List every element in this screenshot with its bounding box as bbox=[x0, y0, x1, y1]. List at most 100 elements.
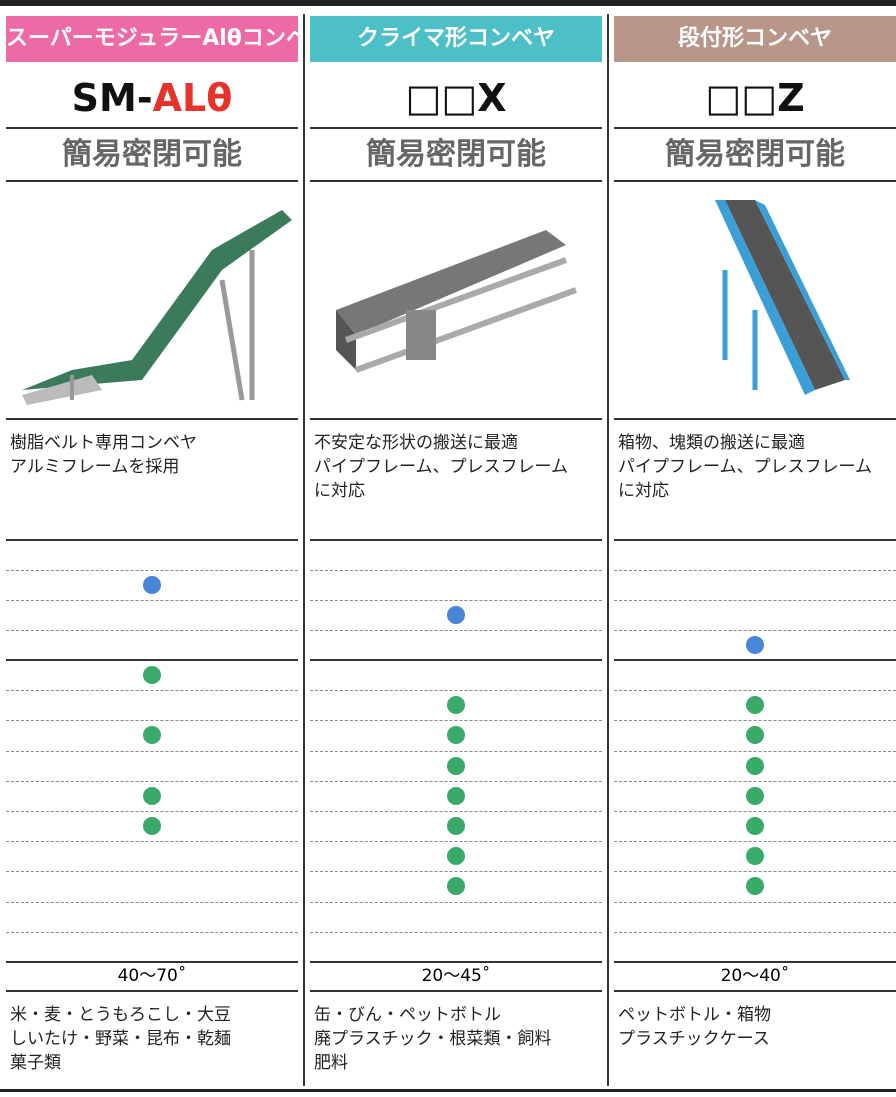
rule bbox=[310, 990, 602, 992]
dotted-rule bbox=[614, 780, 896, 782]
use-line: 菓子類 bbox=[10, 1053, 61, 1073]
dotted-rule bbox=[6, 780, 298, 782]
rule bbox=[310, 127, 602, 129]
model-part: □□X bbox=[405, 76, 507, 120]
divider bbox=[303, 14, 305, 1086]
rule bbox=[310, 961, 602, 963]
product-image bbox=[310, 186, 602, 414]
dotted-rule bbox=[6, 811, 298, 812]
rating-dot bbox=[746, 847, 764, 866]
dotted-rule bbox=[614, 750, 896, 752]
dotted-rule bbox=[310, 630, 602, 631]
rule bbox=[6, 990, 298, 992]
dotted-rule bbox=[614, 690, 896, 692]
rule bbox=[614, 990, 896, 992]
description-line: パイプフレーム、プレスフレーム bbox=[618, 457, 872, 477]
dotted-rule bbox=[310, 600, 602, 601]
use-line: 肥料 bbox=[314, 1053, 348, 1073]
top-bar bbox=[0, 0, 896, 6]
dotted-rule bbox=[6, 841, 298, 843]
dotted-rule bbox=[6, 690, 298, 692]
rule bbox=[6, 539, 298, 541]
rating-dot bbox=[746, 786, 764, 805]
rating-dot bbox=[447, 696, 465, 715]
dotted-rule bbox=[614, 931, 896, 933]
dotted-rule bbox=[6, 570, 298, 571]
description-line: 箱物、塊類の搬送に最適 bbox=[618, 433, 805, 453]
rule bbox=[6, 180, 298, 182]
rating-dot bbox=[143, 817, 161, 835]
angle: 20〜45˚ bbox=[421, 966, 491, 986]
dotted-rule bbox=[310, 750, 602, 752]
model-part: □□Z bbox=[705, 76, 805, 120]
rule bbox=[614, 418, 896, 420]
rule bbox=[614, 659, 896, 661]
rule bbox=[6, 961, 298, 963]
rating-dot bbox=[746, 756, 764, 775]
rating-dot bbox=[746, 696, 764, 715]
use-line: しいたけ・野菜・昆布・乾麺 bbox=[10, 1029, 231, 1049]
description-line: 不安定な形状の搬送に最適 bbox=[314, 433, 518, 453]
rating-dot bbox=[447, 786, 465, 805]
dotted-rule bbox=[614, 871, 896, 873]
feature: 簡易密閉可能 bbox=[665, 137, 845, 172]
model-part: SM- bbox=[71, 76, 153, 120]
dotted-rule bbox=[614, 600, 896, 601]
model-name: □□Z bbox=[614, 72, 896, 124]
rule bbox=[310, 539, 602, 541]
rating-dot bbox=[447, 726, 465, 745]
model-name: SM-ALθ bbox=[6, 72, 298, 124]
description-line: に対応 bbox=[618, 481, 669, 501]
dotted-rule bbox=[310, 871, 602, 873]
rating-dot bbox=[447, 847, 465, 866]
rating-dot bbox=[143, 726, 161, 745]
dotted-rule bbox=[6, 600, 298, 601]
rating-dot bbox=[447, 877, 465, 896]
use-line: プラスチックケース bbox=[618, 1029, 770, 1049]
rating-dot bbox=[746, 726, 764, 745]
description-line: パイプフレーム、プレスフレーム bbox=[314, 457, 568, 477]
bottom-bar bbox=[0, 1089, 896, 1092]
dotted-rule bbox=[614, 811, 896, 812]
dotted-rule bbox=[614, 901, 896, 903]
rule bbox=[614, 539, 896, 541]
rating-dot bbox=[143, 576, 161, 594]
rating-dot bbox=[746, 817, 764, 835]
angle: 40〜70˚ bbox=[117, 966, 187, 986]
rating-dot bbox=[143, 666, 161, 684]
category-header: 段付形コンベヤ bbox=[614, 16, 896, 62]
divider bbox=[607, 14, 609, 1086]
rating-dot bbox=[143, 786, 161, 805]
description-line: に対応 bbox=[314, 481, 365, 501]
rating-dot bbox=[746, 636, 764, 654]
rule bbox=[6, 418, 298, 420]
description-line: 樹脂ベルト専用コンベヤ bbox=[10, 433, 197, 453]
rule bbox=[6, 659, 298, 661]
rule bbox=[6, 127, 298, 129]
description-line: アルミフレームを採用 bbox=[10, 457, 180, 477]
feature: 簡易密閉可能 bbox=[62, 137, 242, 172]
rule bbox=[614, 961, 896, 963]
dotted-rule bbox=[310, 720, 602, 722]
rule bbox=[614, 180, 896, 182]
dotted-rule bbox=[310, 780, 602, 782]
dotted-rule bbox=[310, 570, 602, 571]
category-header: クライマ形コンベヤ bbox=[310, 16, 602, 62]
dotted-rule bbox=[310, 931, 602, 933]
feature: 簡易密閉可能 bbox=[366, 137, 546, 172]
product-image bbox=[6, 186, 298, 414]
use-line: 米・麦・とうもろこし・大豆 bbox=[10, 1005, 231, 1025]
dotted-rule bbox=[614, 570, 896, 571]
dotted-rule bbox=[310, 690, 602, 692]
model-part: ALθ bbox=[152, 76, 233, 120]
rating-dot bbox=[447, 817, 465, 835]
dotted-rule bbox=[614, 630, 896, 631]
rule bbox=[310, 659, 602, 661]
rating-dot bbox=[746, 877, 764, 896]
dotted-rule bbox=[6, 630, 298, 631]
product-image bbox=[614, 186, 896, 414]
rule bbox=[310, 418, 602, 420]
dotted-rule bbox=[614, 720, 896, 722]
category-header: スーパーモジュラーAlθコンベヤ bbox=[6, 16, 298, 62]
